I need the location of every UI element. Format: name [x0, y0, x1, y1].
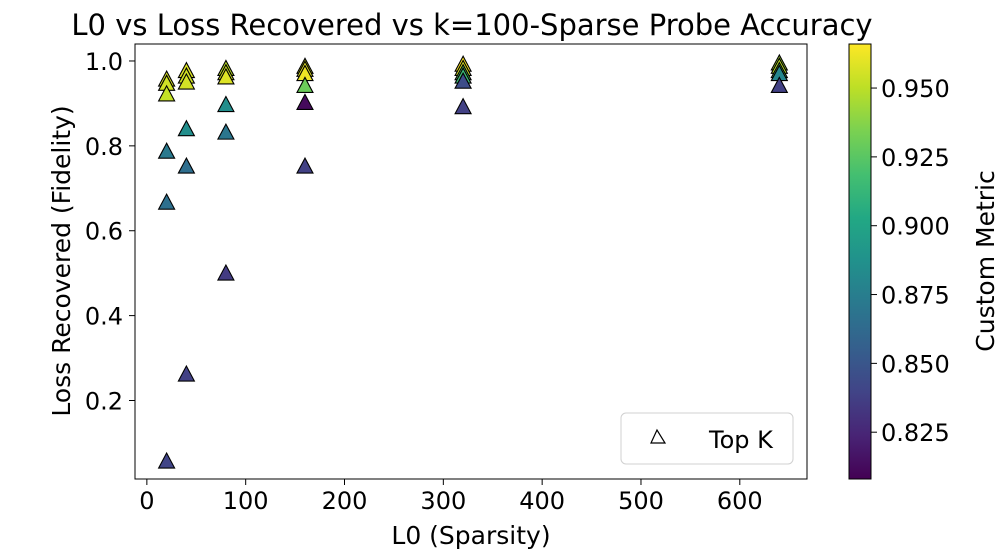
- x-tick-label: 300: [420, 487, 466, 515]
- data-point: [217, 263, 235, 281]
- x-tick-label: 0: [139, 487, 154, 515]
- y-axis: 0.2 0.4 0.6 0.8 1.0: [85, 48, 135, 415]
- y-tick-label: 0.2: [85, 387, 123, 415]
- data-point: [217, 122, 235, 140]
- data-points: [157, 53, 789, 469]
- data-point: [454, 72, 473, 89]
- colorbar-tick-label: 0.850: [881, 350, 950, 378]
- x-tick-label: 500: [618, 487, 664, 515]
- legend-triangle-icon: [650, 428, 667, 444]
- data-point: [296, 93, 314, 110]
- data-point: [177, 364, 196, 382]
- y-tick-label: 0.6: [85, 218, 123, 246]
- data-point: [296, 156, 314, 174]
- y-tick-label: 1.0: [85, 48, 123, 76]
- data-point: [157, 451, 176, 469]
- y-tick-label: 0.8: [85, 133, 123, 161]
- data-point: [177, 72, 196, 90]
- legend-label: Top K: [708, 426, 774, 454]
- colorbar-tick-label: 0.875: [881, 282, 950, 310]
- data-point: [217, 67, 235, 85]
- chart-title: L0 vs Loss Recovered vs k=100-Sparse Pro…: [71, 8, 872, 42]
- data-point: [177, 119, 196, 137]
- colorbar-tick-label: 0.925: [881, 144, 950, 172]
- colorbar-tick-label: 0.950: [881, 75, 950, 103]
- y-tick-label: 0.4: [85, 303, 123, 331]
- colorbar-label: Custom Metric: [971, 170, 1000, 351]
- data-point: [296, 76, 314, 93]
- x-tick-label: 200: [322, 487, 368, 515]
- colorbar-tick-label: 0.900: [881, 213, 950, 241]
- y-axis-label: Loss Recovered (Fidelity): [47, 105, 76, 416]
- plot-area: 0 100 200 300 400 500 600 0.2 0.4 0.6 0.8 1.0: [85, 43, 808, 515]
- data-point: [770, 76, 789, 93]
- x-axis-label: L0 (Sparsity): [391, 521, 550, 550]
- colorbar-ticks: 0.825 0.850 0.875 0.900 0.925 0.950: [871, 75, 950, 447]
- colorbar: 0.825 0.850 0.875 0.900 0.925 0.950 Custom Me…: [848, 43, 1000, 480]
- legend-box: [620, 412, 794, 465]
- legend: Top K: [620, 412, 794, 465]
- colorbar-gradient: [848, 43, 872, 480]
- x-tick-label: 600: [717, 487, 763, 515]
- x-axis: 0 100 200 300 400 500 600: [139, 479, 763, 515]
- data-point: [157, 142, 176, 159]
- x-tick-label: 100: [223, 487, 269, 515]
- colorbar-tick-label: 0.825: [881, 419, 950, 447]
- data-point: [157, 84, 176, 102]
- data-point: [157, 192, 176, 210]
- plot-frame: [134, 43, 808, 480]
- data-point: [217, 95, 235, 113]
- data-point: [454, 97, 473, 115]
- data-point: [177, 156, 196, 174]
- x-tick-label: 400: [519, 487, 565, 515]
